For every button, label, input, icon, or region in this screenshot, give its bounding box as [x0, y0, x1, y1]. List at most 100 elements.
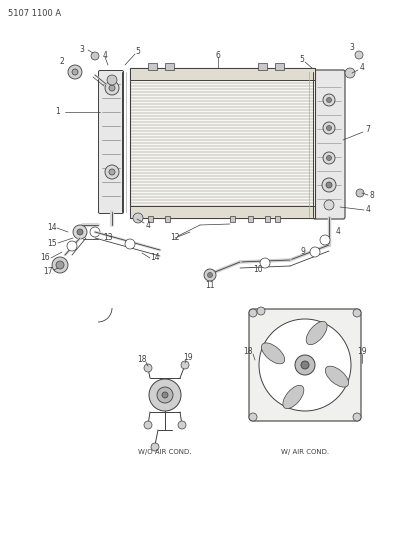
Bar: [248, 216, 253, 222]
FancyBboxPatch shape: [313, 70, 345, 219]
Circle shape: [324, 200, 334, 210]
Bar: [130, 68, 315, 80]
Text: 8: 8: [370, 190, 375, 199]
Circle shape: [144, 364, 152, 372]
Circle shape: [133, 213, 143, 223]
Circle shape: [109, 85, 115, 91]
Bar: [130, 68, 315, 218]
Bar: [265, 216, 270, 222]
Bar: [165, 216, 170, 222]
Circle shape: [323, 152, 335, 164]
Circle shape: [178, 421, 186, 429]
Circle shape: [91, 52, 99, 60]
Circle shape: [356, 189, 364, 197]
Circle shape: [105, 81, 119, 95]
Circle shape: [249, 309, 257, 317]
Text: 1: 1: [55, 108, 60, 117]
Text: 5: 5: [299, 55, 304, 64]
Circle shape: [149, 379, 181, 411]
Circle shape: [181, 361, 189, 369]
Text: 4: 4: [146, 221, 151, 230]
Text: 11: 11: [205, 280, 215, 289]
Circle shape: [260, 258, 270, 268]
Text: 18: 18: [137, 356, 147, 365]
Circle shape: [73, 225, 87, 239]
Circle shape: [208, 272, 213, 278]
Circle shape: [105, 165, 119, 179]
Circle shape: [52, 257, 68, 273]
Circle shape: [249, 413, 257, 421]
Text: 9: 9: [301, 247, 306, 256]
Circle shape: [323, 94, 335, 106]
Text: 18: 18: [243, 348, 253, 357]
Text: 6: 6: [215, 51, 220, 60]
Text: 15: 15: [47, 238, 57, 247]
Text: 16: 16: [40, 254, 50, 262]
Circle shape: [320, 235, 330, 245]
Text: W/ AIR COND.: W/ AIR COND.: [281, 449, 329, 455]
Circle shape: [322, 178, 336, 192]
Bar: [297, 357, 313, 373]
Text: 3: 3: [350, 43, 355, 52]
Text: 4: 4: [366, 206, 370, 214]
Circle shape: [326, 125, 331, 131]
Circle shape: [67, 241, 77, 251]
Circle shape: [323, 122, 335, 134]
Circle shape: [295, 355, 315, 375]
Circle shape: [56, 261, 64, 269]
Circle shape: [107, 75, 117, 85]
Text: 5107 1100 A: 5107 1100 A: [8, 10, 61, 19]
Ellipse shape: [283, 385, 304, 409]
Text: 3: 3: [80, 45, 84, 54]
Circle shape: [310, 247, 320, 257]
Text: 19: 19: [183, 353, 193, 362]
Ellipse shape: [306, 321, 327, 345]
Bar: [148, 63, 157, 70]
Circle shape: [326, 98, 331, 102]
Bar: [165, 63, 174, 70]
Ellipse shape: [262, 343, 285, 364]
Bar: [148, 216, 153, 222]
Text: 13: 13: [103, 233, 113, 243]
Circle shape: [326, 156, 331, 160]
Bar: [130, 206, 315, 218]
Text: 2: 2: [60, 58, 64, 67]
Circle shape: [72, 69, 78, 75]
Text: 17: 17: [43, 268, 53, 277]
Circle shape: [90, 227, 100, 237]
Circle shape: [162, 392, 168, 398]
Text: 12: 12: [170, 233, 180, 243]
Text: 19: 19: [357, 348, 367, 357]
Text: 14: 14: [150, 254, 160, 262]
Text: 7: 7: [366, 125, 370, 134]
Circle shape: [301, 361, 309, 369]
Ellipse shape: [325, 366, 348, 387]
Circle shape: [151, 443, 159, 451]
FancyBboxPatch shape: [98, 70, 124, 214]
Circle shape: [345, 68, 355, 78]
Circle shape: [353, 413, 361, 421]
Text: 5: 5: [135, 47, 140, 56]
Text: 4: 4: [335, 228, 340, 237]
Circle shape: [257, 307, 265, 315]
Text: 4: 4: [102, 51, 107, 60]
Circle shape: [204, 269, 216, 281]
Text: 4: 4: [359, 63, 364, 72]
Text: 10: 10: [253, 265, 263, 274]
Bar: [275, 216, 280, 222]
Circle shape: [353, 309, 361, 317]
Circle shape: [157, 387, 173, 403]
Circle shape: [259, 319, 351, 411]
Circle shape: [355, 51, 363, 59]
Circle shape: [109, 169, 115, 175]
Circle shape: [77, 229, 83, 235]
Bar: [275, 63, 284, 70]
Circle shape: [68, 65, 82, 79]
Circle shape: [326, 182, 332, 188]
Circle shape: [144, 421, 152, 429]
Bar: [230, 216, 235, 222]
Circle shape: [125, 239, 135, 249]
Bar: [258, 63, 267, 70]
Text: W/O AIR COND.: W/O AIR COND.: [138, 449, 192, 455]
Text: 14: 14: [47, 223, 57, 232]
